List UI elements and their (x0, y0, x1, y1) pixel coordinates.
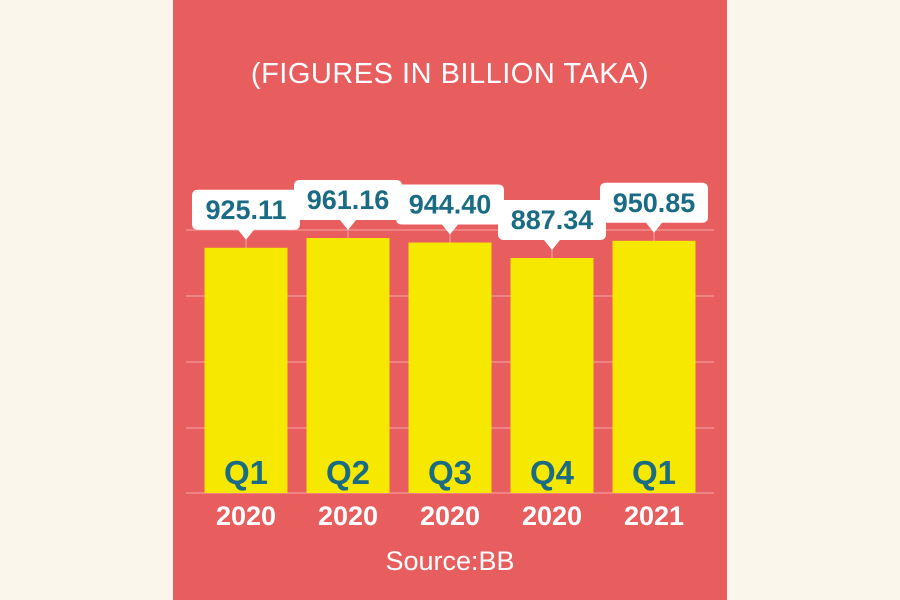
value-label: 925.11 (205, 195, 286, 225)
value-callout (396, 184, 504, 235)
bar (306, 238, 390, 493)
bar (510, 258, 594, 493)
value-callout (600, 182, 708, 233)
quarter-label: Q2 (326, 454, 370, 491)
value-label: 950.85 (613, 188, 696, 218)
quarter-label: Q1 (632, 454, 676, 491)
source-note: Source:BB (385, 546, 515, 576)
year-label: 2021 (624, 501, 684, 531)
bar (408, 242, 492, 493)
chart-subtitle: (FIGURES IN BILLION TAKA) (250, 58, 650, 90)
quarter-label: Q4 (530, 454, 575, 491)
chart-panel: (FIGURES IN BILLION TAKA) 925.11 Q1 2020 96… (173, 0, 727, 600)
year-label: 2020 (216, 501, 276, 531)
year-label: 2020 (522, 501, 582, 531)
value-callout (294, 180, 402, 230)
value-callout (192, 189, 300, 240)
value-callout (498, 200, 606, 250)
quarter-label: Q3 (428, 454, 472, 491)
value-label: 887.34 (511, 205, 594, 235)
quarter-label: Q1 (224, 454, 268, 491)
bar (204, 247, 288, 493)
bar-chart: 925.11 Q1 2020 961.16 Q2 2020 944.40 Q3 2020 887.… (186, 180, 714, 531)
value-label: 944.40 (409, 190, 492, 220)
year-label: 2020 (318, 501, 378, 531)
bar (612, 240, 696, 493)
value-label: 961.16 (307, 185, 390, 215)
year-label: 2020 (420, 501, 480, 531)
